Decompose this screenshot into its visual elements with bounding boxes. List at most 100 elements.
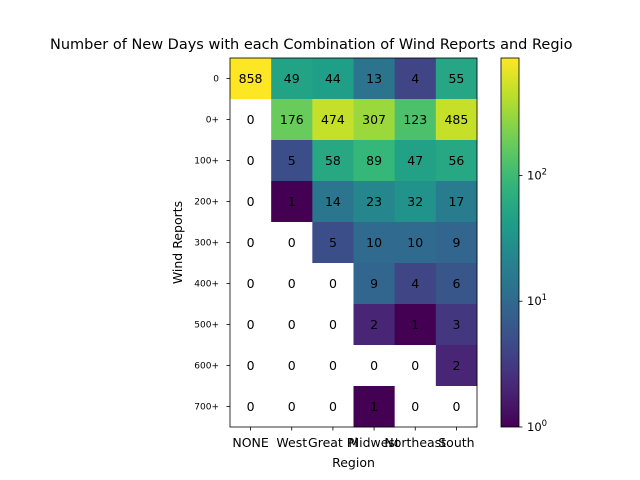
cell-value-label: 44 <box>325 71 341 86</box>
cell-value-label: 2 <box>370 317 378 332</box>
cell-value-label: 14 <box>325 194 341 209</box>
x-tick-label: West <box>276 435 307 450</box>
cell-value-label: 1 <box>370 399 378 414</box>
heatmap-cell <box>394 140 437 182</box>
heatmap-cell <box>394 99 437 141</box>
y-tick-label: 100+ <box>194 157 219 167</box>
cell-value-label: 0 <box>247 194 255 209</box>
cell-value-label: 0 <box>329 399 337 414</box>
cell-value-label: 0 <box>247 358 255 373</box>
heatmap-cell <box>230 99 272 141</box>
y-axis: 0 0+ 100+ 200+ 300+ 400+ 500+ 600+ 700+ <box>194 75 230 413</box>
heatmap-cell <box>271 263 313 305</box>
heatmap-cell <box>435 99 478 141</box>
heatmap-cell <box>271 140 313 182</box>
cell-value-label: 17 <box>448 194 464 209</box>
heatmap-cell <box>312 222 354 264</box>
colorbar-gradient <box>500 57 520 428</box>
heatmap-cell <box>271 181 313 223</box>
heatmap-cell <box>230 140 272 182</box>
x-tick-label: South <box>438 435 474 450</box>
cell-value-label: 0 <box>247 112 255 127</box>
y-tick-label: 200+ <box>194 198 219 208</box>
heatmap-cell <box>394 386 437 428</box>
heatmap-cell <box>230 345 272 387</box>
colorbar: 100 101 102 <box>500 57 547 434</box>
heatmap-cell <box>435 386 478 428</box>
heatmap-cell <box>394 263 437 305</box>
heatmap-cell <box>230 304 272 346</box>
x-tick-label: Northeast <box>384 435 446 450</box>
heatmap-cell <box>394 304 437 346</box>
y-tick-label: 300+ <box>194 239 219 249</box>
heatmap-cell <box>271 58 313 100</box>
heatmap-cell <box>312 99 354 141</box>
cell-value-label: 47 <box>407 153 423 168</box>
heatmap-cell <box>312 181 354 223</box>
heatmap-cell <box>353 386 396 428</box>
heatmap-cell <box>230 181 272 223</box>
cell-value-label: 32 <box>407 194 423 209</box>
heatmap-cell <box>353 99 396 141</box>
y-tick-label: 0 <box>213 75 219 85</box>
cell-value-label: 0 <box>452 399 460 414</box>
x-tick-label: Midwest <box>348 435 400 450</box>
cell-value-label: 10 <box>366 235 382 250</box>
heatmap-cell <box>271 386 313 428</box>
heatmap-cell <box>353 58 396 100</box>
heatmap-cell <box>435 222 478 264</box>
cell-value-label: 10 <box>407 235 423 250</box>
cell-value-label: 0 <box>329 358 337 373</box>
chart-title: Number of New Days with each Combination… <box>50 37 573 53</box>
cell-value-label: 0 <box>411 399 419 414</box>
cell-value-label: 0 <box>288 317 296 332</box>
x-tick-label: Great Pl <box>308 435 358 450</box>
heatmap-cell <box>394 58 437 100</box>
x-axis-label: Region <box>332 455 375 470</box>
y-tick-label: 700+ <box>194 403 219 413</box>
heatmap-cell <box>312 386 354 428</box>
colorbar-ticks: 100 101 102 <box>519 167 547 434</box>
cell-value-label: 49 <box>284 71 300 86</box>
x-tick-label: NONE <box>232 435 269 450</box>
heatmap-cell <box>230 222 272 264</box>
y-tick-label: 600+ <box>194 362 219 372</box>
cell-value-label: 485 <box>444 112 468 127</box>
cell-value-label: 1 <box>288 194 296 209</box>
cell-value-label: 58 <box>325 153 341 168</box>
cell-value-label: 0 <box>329 317 337 332</box>
cell-value-label: 123 <box>403 112 427 127</box>
plot-frame <box>229 57 478 428</box>
cell-value-label: 13 <box>366 71 382 86</box>
heatmap-cell <box>353 345 396 387</box>
cell-value-label: 0 <box>247 276 255 291</box>
heatmap-cell <box>435 263 478 305</box>
cell-value-label: 9 <box>370 276 378 291</box>
heatmap-cell <box>230 263 272 305</box>
heatmap-cell <box>312 345 354 387</box>
cell-value-label: 0 <box>411 358 419 373</box>
heatmap-cell <box>271 345 313 387</box>
heatmap-cell <box>394 345 437 387</box>
heatmap-cell <box>435 58 478 100</box>
cell-value-label: 0 <box>370 358 378 373</box>
cell-value-label: 0 <box>247 153 255 168</box>
cell-value-label: 23 <box>366 194 382 209</box>
cell-value-label: 176 <box>280 112 304 127</box>
cell-value-label: 3 <box>452 317 460 332</box>
heatmap-cell <box>353 263 396 305</box>
heatmap-cell <box>435 345 478 387</box>
heatmap-cell <box>353 181 396 223</box>
heatmap-cell <box>230 58 272 100</box>
y-tick-label: 0+ <box>206 116 219 126</box>
colorbar-tick-label: 102 <box>527 167 547 182</box>
heatmap-cell <box>394 222 437 264</box>
cell-value-label: 4 <box>411 71 419 86</box>
heatmap-cell <box>230 386 272 428</box>
cell-value-label: 0 <box>288 235 296 250</box>
heatmap-cell <box>435 304 478 346</box>
cell-value-label: 56 <box>448 153 464 168</box>
cell-value-label: 9 <box>452 235 460 250</box>
